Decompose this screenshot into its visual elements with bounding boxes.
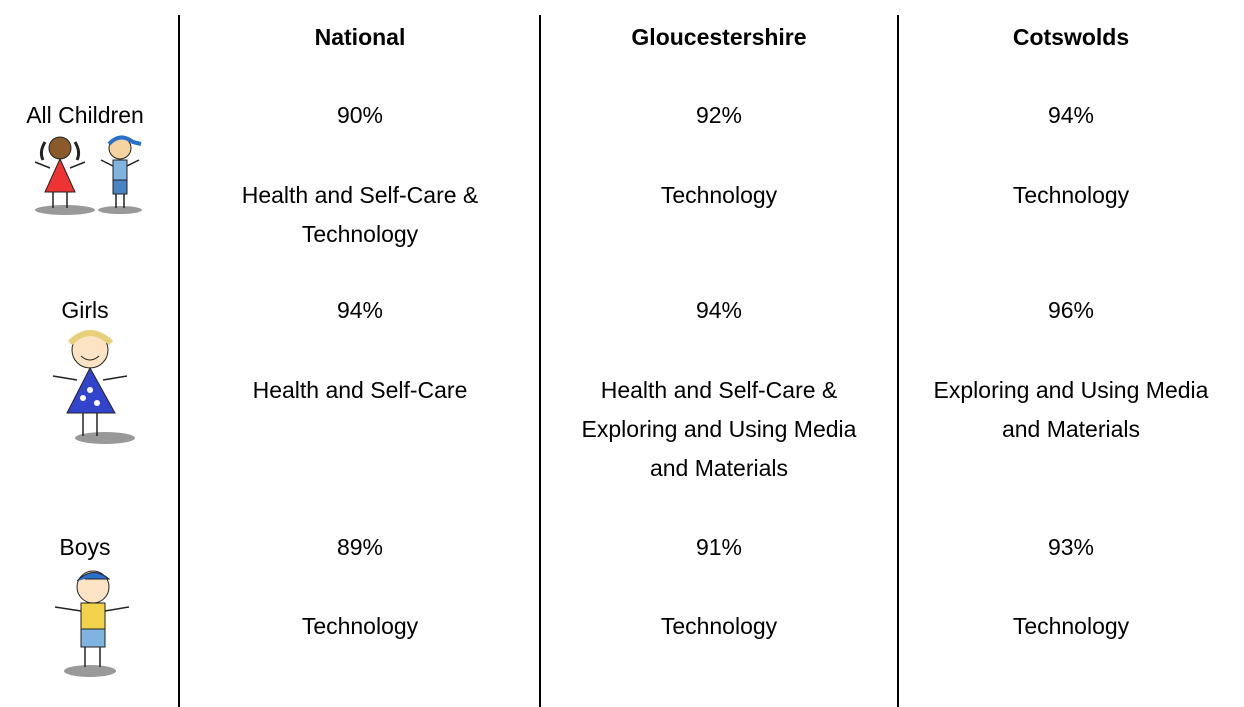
column-header: Gloucestershire <box>559 18 879 57</box>
subject: Technology <box>205 607 515 646</box>
percentage: 93% <box>911 528 1231 567</box>
column-divider <box>178 15 180 707</box>
percentage: 89% <box>200 528 520 567</box>
children-illustration <box>25 132 145 217</box>
percentage: 94% <box>200 291 520 330</box>
subject: Exploring and Using Media and Materials <box>916 371 1226 449</box>
column-divider <box>539 15 541 707</box>
column-header: Cotswolds <box>911 18 1231 57</box>
row-label: Girls <box>0 291 170 330</box>
column-divider <box>897 15 899 707</box>
subject: Technology <box>564 176 874 215</box>
subject: Technology <box>916 607 1226 646</box>
subject: Health and Self-Care & Technology <box>205 176 515 254</box>
row-label: All Children <box>0 96 170 135</box>
boy-illustration <box>45 565 135 680</box>
subject: Technology <box>916 176 1226 215</box>
percentage: 94% <box>559 291 879 330</box>
percentage: 90% <box>200 96 520 135</box>
percentage: 96% <box>911 291 1231 330</box>
column-header: National <box>200 18 520 57</box>
subject: Technology <box>564 607 874 646</box>
percentage: 91% <box>559 528 879 567</box>
subject: Health and Self-Care & Exploring and Usi… <box>564 371 874 488</box>
percentage: 94% <box>911 96 1231 135</box>
girl-illustration <box>45 328 140 448</box>
percentage: 92% <box>559 96 879 135</box>
row-label: Boys <box>0 528 170 567</box>
subject: Health and Self-Care <box>205 371 515 410</box>
page: National Gloucestershire Cotswolds All Chil… <box>0 0 1244 707</box>
